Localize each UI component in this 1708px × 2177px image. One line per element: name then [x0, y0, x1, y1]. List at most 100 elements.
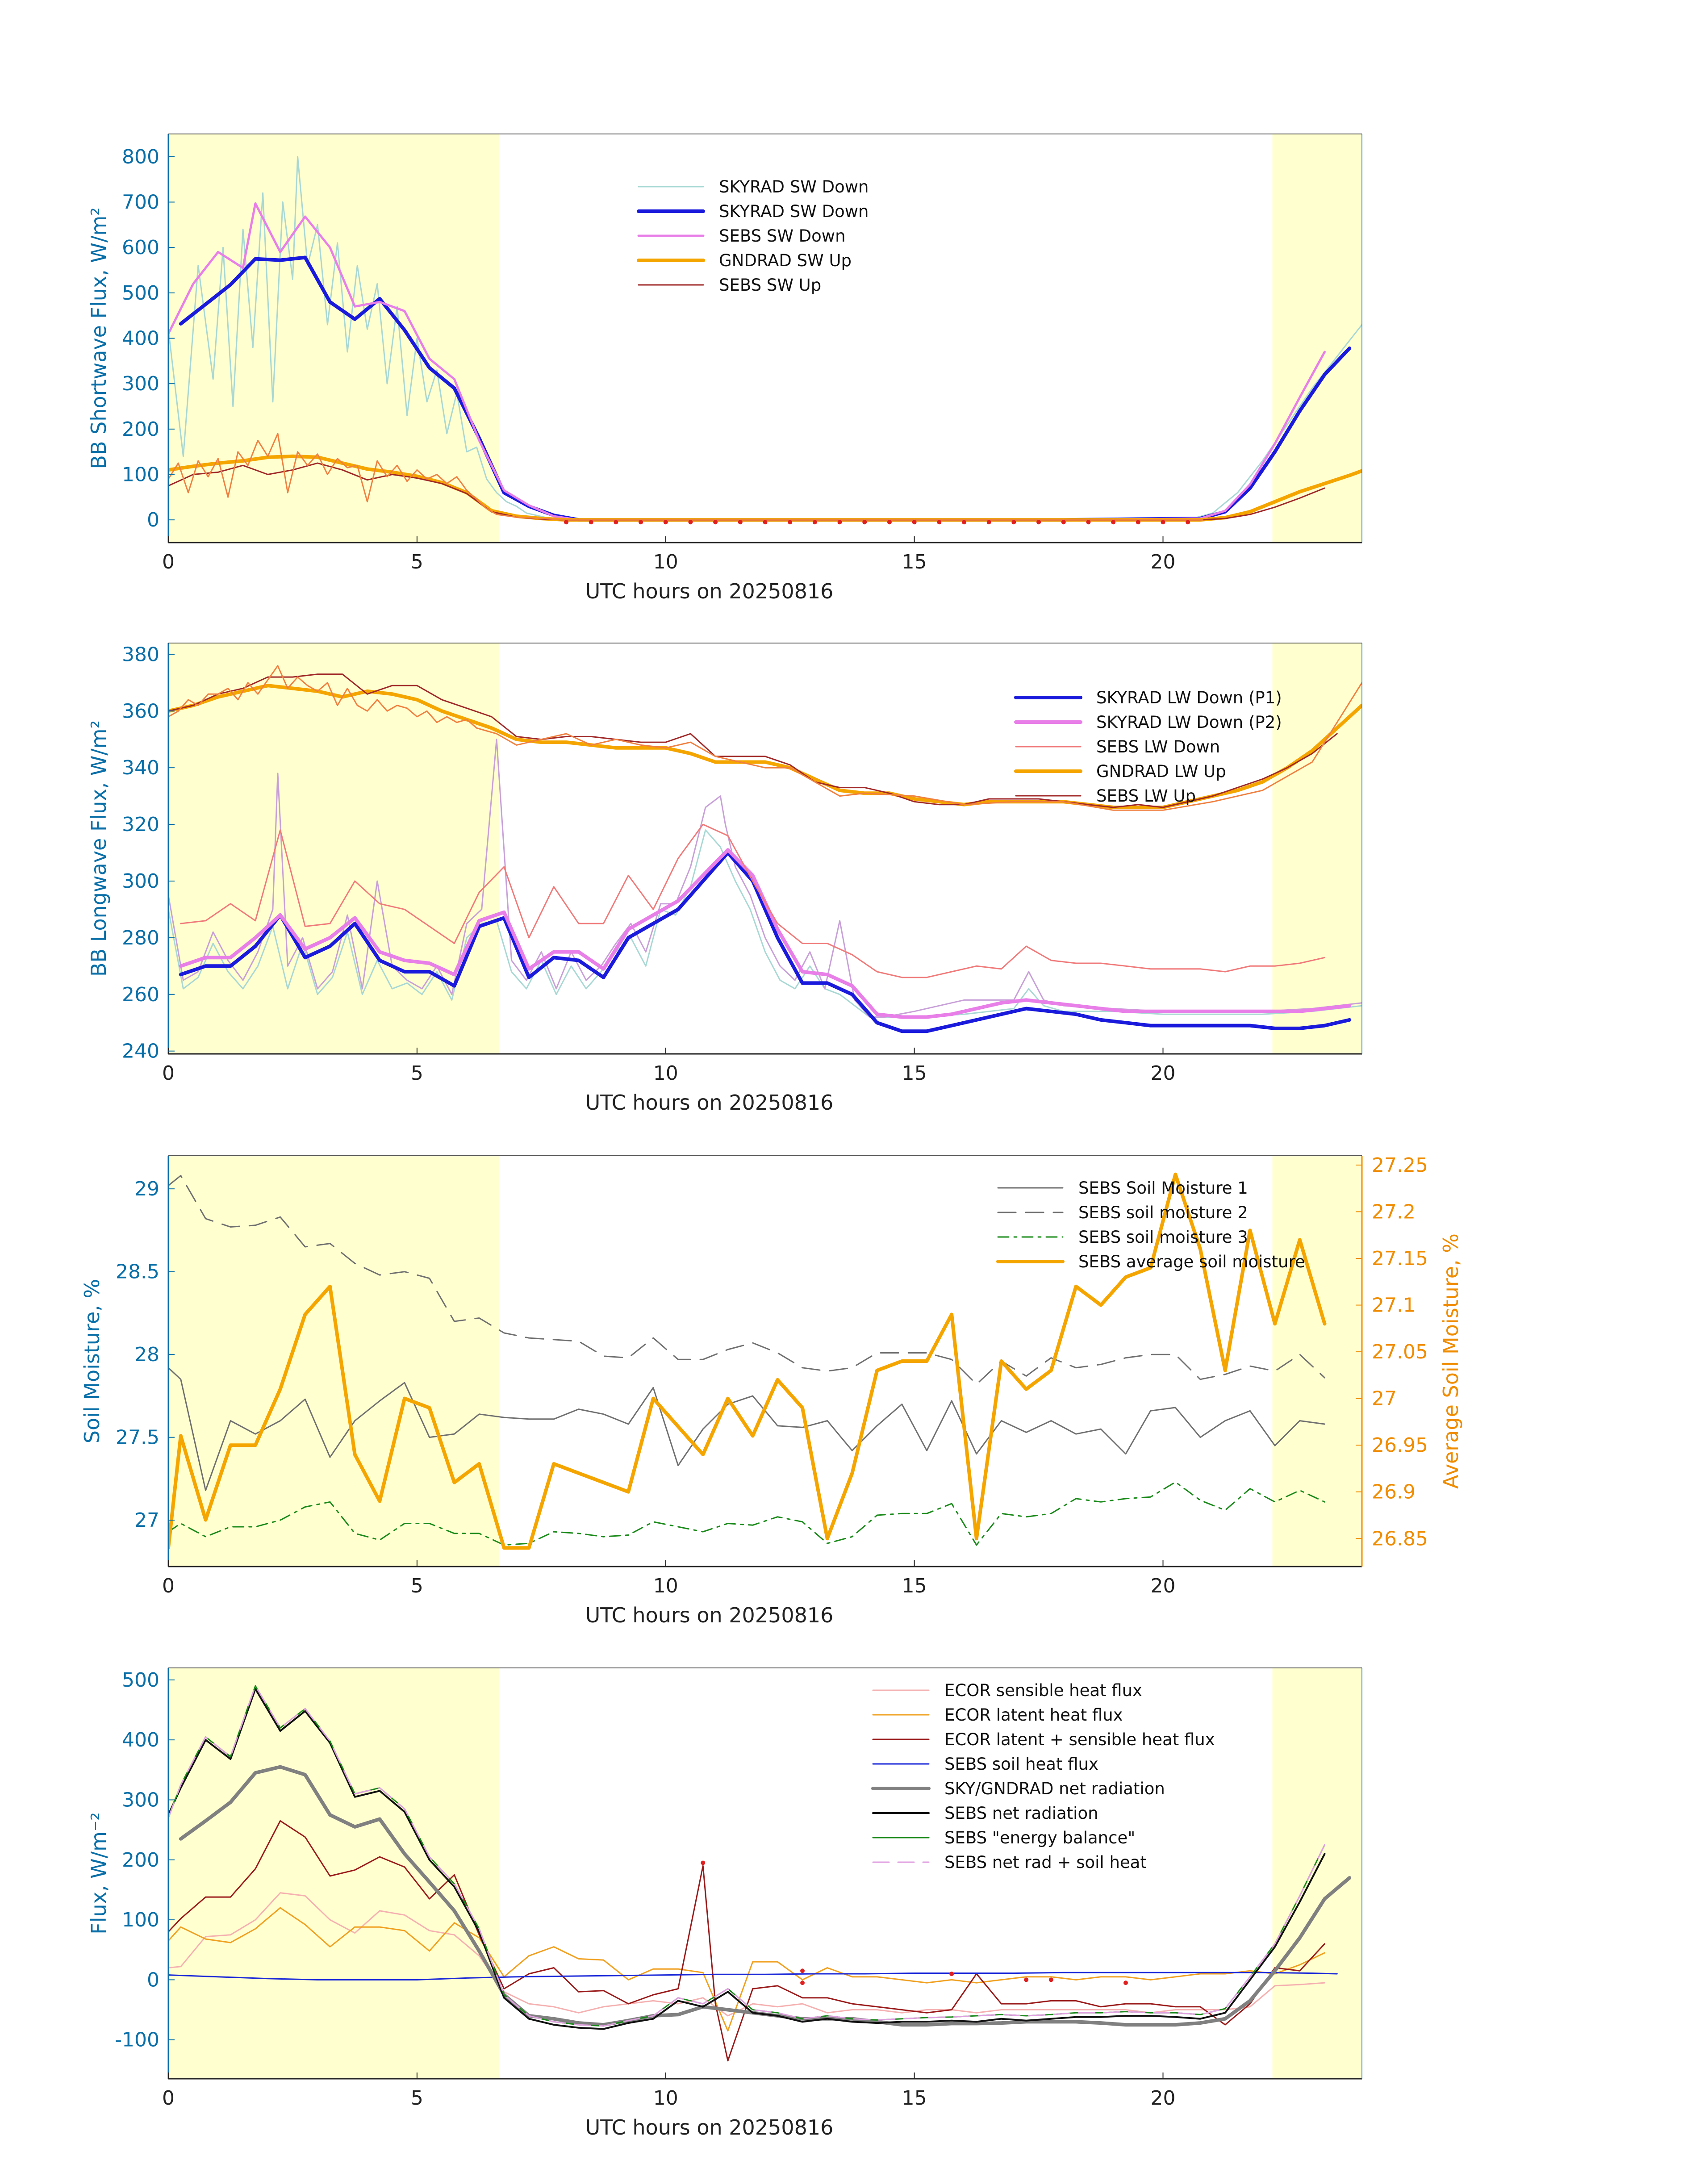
y-tick-label: 500: [122, 1669, 159, 1692]
series-line-sebs-sw-down: [168, 202, 1326, 521]
legend-label: SEBS LW Down: [1096, 737, 1220, 756]
marker-point: [663, 520, 668, 525]
y-tick-label: 27.5: [116, 1426, 159, 1449]
series-line-ecor-latent-heat-flux: [168, 1907, 1325, 2032]
marker-point: [800, 1968, 805, 1973]
legend: SKYRAD SW Down SKYRAD SW Down SEBS SW Down…: [637, 177, 869, 295]
y2-tick-label: 26.85: [1372, 1527, 1428, 1550]
legend-label: SEBS LW Up: [1096, 786, 1196, 806]
marker-point: [701, 1860, 706, 1865]
legend-label: ECOR sensible heat flux: [944, 1681, 1142, 1700]
y-tick-label: 400: [122, 327, 159, 350]
x-tick-label: 10: [653, 1575, 678, 1597]
night-shade-2: [1272, 1668, 1362, 2079]
legend-label: SEBS net radiation: [944, 1804, 1098, 1823]
night-shade-1: [168, 134, 499, 543]
x-tick-label: 15: [902, 1062, 927, 1085]
marker-point: [688, 520, 693, 525]
x-tick-label: 15: [902, 551, 927, 573]
x-tick-label: 10: [653, 1062, 678, 1085]
series-line-sebs-soil-moisture-3: [168, 1481, 1325, 1546]
legend-label: SEBS soil moisture 2: [1078, 1203, 1248, 1222]
night-shade-2: [1272, 134, 1362, 543]
y-tick-label: 100: [122, 1909, 159, 1931]
series-line-unnamed-7: [168, 665, 1362, 811]
marker-point: [1136, 520, 1140, 525]
series-line-ecor-latent-sensible-heat-flux: [168, 1820, 1325, 2062]
marker-point: [1186, 520, 1190, 525]
legend-label: SKYRAD LW Down (P1): [1096, 688, 1282, 707]
series-group: [168, 1172, 1327, 1550]
y-axis-label: Soil Moisture, %: [80, 1279, 104, 1443]
y-axis-label: BB Shortwave Flux, W/m²: [87, 207, 111, 469]
x-tick-label: 5: [411, 1062, 423, 1085]
y-tick-label: 28.5: [116, 1261, 159, 1283]
chart-panel-2: 0 5 10 15 20 UTC hours on 20250816 240 260 280 30…: [87, 643, 1362, 1115]
legend-label: SEBS soil heat flux: [944, 1755, 1098, 1774]
series-line-gndrad-sw-up: [168, 454, 1362, 522]
marker-point: [738, 520, 743, 525]
series-line-sebs-net-rad-soil-heat: [168, 1685, 1325, 2027]
series-line-skyrad-lw-down-p1-: [179, 851, 1352, 1033]
marker-point: [763, 520, 768, 525]
series-line-unnamed-5: [168, 433, 1204, 521]
y-tick-label: 0: [147, 509, 159, 531]
marker-point: [937, 520, 942, 525]
series-line-sebs-net-radiation: [168, 1688, 1326, 2030]
y2-tick-label: 26.95: [1372, 1434, 1428, 1457]
marker-point: [1024, 1977, 1029, 1982]
y2-tick-label: 26.9: [1372, 1481, 1416, 1504]
night-shade-2: [1272, 643, 1362, 1054]
marker-point: [887, 520, 892, 525]
x-tick-label: 15: [902, 2087, 927, 2110]
night-shade-1: [168, 1668, 499, 2079]
marker-point: [1061, 520, 1066, 525]
x-tick-label: 10: [653, 2087, 678, 2110]
legend-label: SEBS net rad + soil heat: [944, 1853, 1147, 1872]
night-shade-2: [1272, 1156, 1362, 1567]
x-tick-label: 0: [162, 2087, 175, 2110]
y2-tick-label: 27.15: [1372, 1247, 1428, 1270]
y-tick-label: 28: [134, 1343, 159, 1366]
marker-point: [639, 520, 643, 525]
marker-point: [986, 520, 991, 525]
series-line-sebs-average-soil-moisture: [168, 1172, 1327, 1550]
x-tick-label: 20: [1151, 1062, 1176, 1085]
y2-tick-label: 27.2: [1372, 1200, 1416, 1223]
night-shade-1: [168, 643, 499, 1054]
y-tick-label: 200: [122, 1849, 159, 1872]
x-axis-label: UTC hours on 20250816: [585, 1091, 834, 1115]
marker-point: [1036, 520, 1041, 525]
marker-point: [1161, 520, 1165, 525]
legend-label: ECOR latent heat flux: [944, 1705, 1123, 1725]
legend-label: SEBS SW Down: [719, 226, 846, 246]
marker-point: [788, 520, 793, 525]
y-tick-label: 260: [122, 983, 159, 1006]
marker-point: [912, 520, 917, 525]
y-tick-label: 800: [122, 146, 159, 168]
y-axis-label: BB Longwave Flux, W/m²: [87, 720, 111, 977]
marker-point: [800, 1981, 805, 1985]
y-tick-label: 320: [122, 813, 159, 836]
y2-tick-label: 27: [1372, 1387, 1397, 1410]
legend: ECOR sensible heat flux ECOR latent heat …: [871, 1681, 1215, 1872]
legend-label: ECOR latent + sensible heat flux: [944, 1730, 1215, 1749]
series-line-sebs-soil-heat-flux: [168, 1972, 1338, 1981]
y-axis-label: Flux, W/m⁻²: [87, 1812, 111, 1934]
marker-point: [1048, 1977, 1053, 1982]
marker-point: [614, 520, 618, 525]
y-tick-label: 700: [122, 191, 159, 214]
legend-label: SEBS Soil Moisture 1: [1078, 1178, 1248, 1198]
series-group: [168, 156, 1362, 525]
y-tick-label: 27: [134, 1509, 159, 1532]
series-line-sebs-lw-up: [168, 673, 1338, 808]
legend-label: SKYRAD SW Down: [719, 202, 869, 221]
night-shade-1: [168, 1156, 499, 1567]
y-tick-label: 240: [122, 1040, 159, 1063]
x-tick-label: 0: [162, 1062, 175, 1085]
y-tick-label: 600: [122, 236, 159, 259]
series-line-sebs-soil-moisture-2: [168, 1175, 1325, 1385]
y-tick-label: 100: [122, 464, 159, 486]
legend-label: SKYRAD LW Down (P2): [1096, 713, 1282, 732]
